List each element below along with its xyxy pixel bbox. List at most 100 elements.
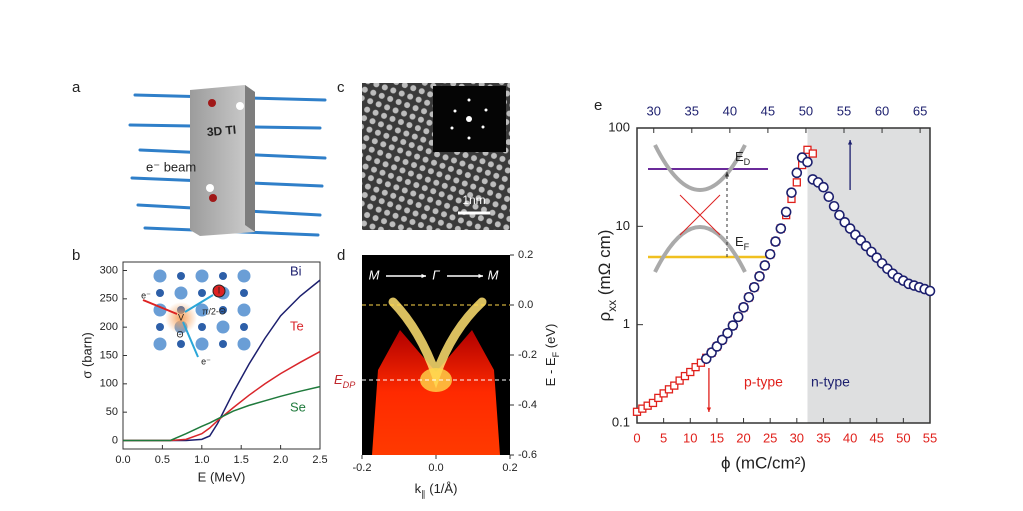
beam-label: e⁻ beam [146,159,196,174]
x2-tick-label: 55 [837,103,851,118]
x-tick-label: 55 [923,430,937,445]
point [808,149,817,158]
lattice-atom [237,303,251,317]
point [754,271,765,282]
point [670,381,679,390]
point [764,248,776,260]
point [792,178,801,187]
dirac-label-part: DP [343,380,356,390]
series-label: Te [290,318,304,333]
y-tick-label: 100 [608,119,630,134]
beam-illustration: 3D TI e⁻ beam [128,85,327,237]
x-tick-label: 20 [736,430,750,445]
x-tick-label: 0 [633,430,640,445]
y-axis-label-part: xx [605,300,619,312]
x-tick-label: 1.0 [194,454,209,466]
direction-label: M [369,267,380,282]
x-tick-label: 0.5 [155,454,170,466]
inset-label: π/2-Θ [202,306,226,316]
interstitial [212,284,226,298]
lattice-atom [219,306,227,314]
panel-label: e [594,97,602,114]
x-tick-label: 0.0 [115,454,130,466]
x-tick-label: 0.2 [502,462,517,474]
x-tick-label: 50 [896,430,910,445]
direction-label: Γ [432,267,440,282]
lattice-atom [216,320,230,334]
region-label: p-type [744,374,783,390]
x-tick-label: 1.5 [234,454,249,466]
scale-bar-label: 1nm [462,193,485,207]
arpes-bulk [372,330,500,455]
point [722,327,733,339]
lattice-atom [198,289,206,297]
x-axis-label: ϕ (mC/cm²) [721,453,806,472]
inset-label: e⁻ [201,356,211,366]
lattice-atom [153,337,167,351]
arrow [184,294,214,313]
point [686,367,695,377]
arrowhead [478,273,483,279]
panel-label: c [337,79,345,96]
point [759,260,771,271]
x-tick-label: 2.5 [312,454,327,466]
inset-label-part: E [735,234,744,249]
inset-label: I [218,285,221,295]
x-tick-label: 2.0 [273,454,288,466]
x-tick-label: 0.0 [428,462,443,474]
y-tick-label: 0 [112,434,118,446]
y-axis-label-part: ρ [595,312,614,322]
x-tick-label: 45 [869,430,883,445]
plot-frame [636,127,931,424]
x-tick-label: 40 [843,430,857,445]
inset-label: ED [735,149,751,167]
x-axis-label: k∥ (1/Å) [415,481,458,499]
point [780,206,792,218]
inset-label: V [178,312,184,322]
panel-label: a [72,79,81,96]
lattice-atom [219,340,227,348]
cone [653,144,747,273]
x2-tick-label: 65 [913,103,927,118]
y-tick-label: 150 [100,349,118,361]
inset-label: EF [735,234,750,252]
lattice-atom [177,272,185,280]
inset-label: e⁻ [141,290,151,300]
point [828,200,840,212]
n-region [807,128,930,423]
direction-label: M [488,267,499,282]
point [691,362,700,372]
lattice-atom [219,272,227,280]
point [924,285,936,297]
point [823,191,835,203]
x-axis-label-part: k [415,481,422,496]
x-axis-label-part: (1/Å) [426,481,458,496]
point [727,320,739,331]
x2-tick-label: 45 [761,103,775,118]
series-label: Se [290,399,306,414]
x2-tick-label: 50 [799,103,813,118]
inset-label-part: F [744,242,750,252]
lattice-atom [195,269,209,283]
x-tick-label: 15 [710,430,724,445]
curve [123,385,321,442]
point [654,393,663,403]
y-axis-label-part: F [551,351,561,357]
point [716,334,728,346]
point [786,187,797,198]
point [732,311,744,323]
lattice-atom [240,323,248,331]
point [791,167,803,179]
x2-tick-label: 35 [685,103,699,118]
x2-tick-label: 30 [647,103,661,118]
point [738,302,749,313]
point [743,291,755,303]
lattice-atom [195,337,209,351]
cone-lines [679,194,721,236]
x-axis-label: E (MeV) [198,469,246,484]
point [748,281,760,293]
y-axis-label: σ (barn) [79,332,94,378]
y-tick-label: 10 [616,218,630,233]
y-tick-label: 250 [100,293,118,305]
